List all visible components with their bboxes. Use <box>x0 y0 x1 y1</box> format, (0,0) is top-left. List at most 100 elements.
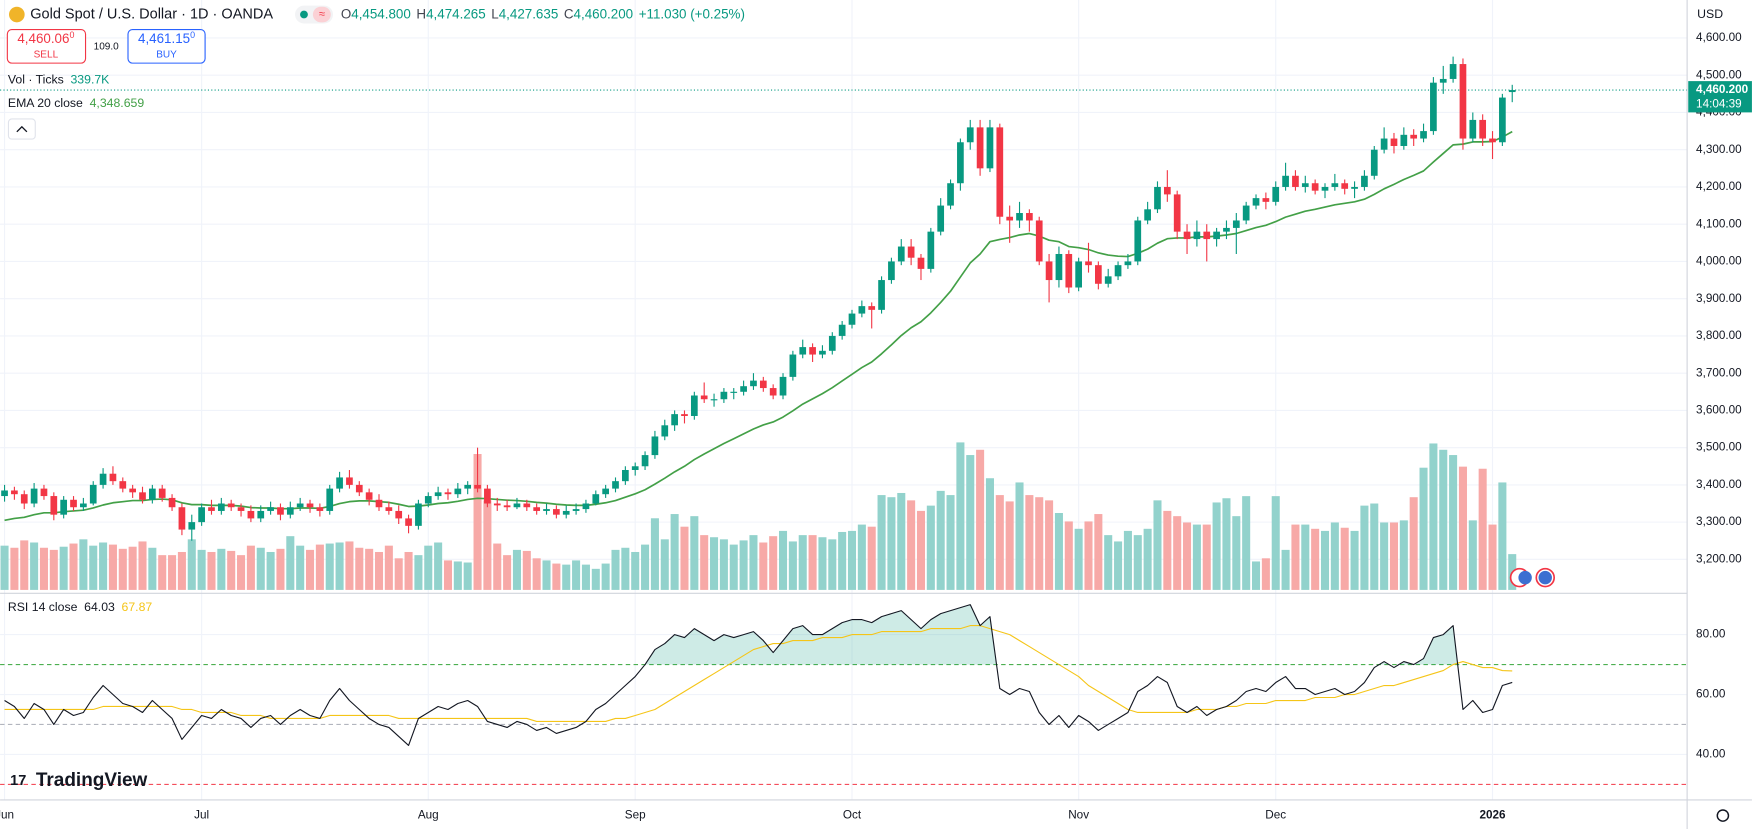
rsi-tick-label: 80.00 <box>1696 628 1726 641</box>
volume-bar <box>729 544 738 590</box>
candle-body <box>1449 64 1457 79</box>
candle-body <box>1311 183 1319 191</box>
sell-button[interactable] <box>6 29 87 64</box>
candle-body <box>20 494 28 504</box>
candle-body <box>1351 186 1358 189</box>
volume-bar <box>779 530 788 590</box>
candle-body <box>129 488 137 493</box>
volume-bar <box>1025 495 1034 590</box>
candle-body <box>641 455 649 467</box>
volume-bar <box>1419 467 1428 590</box>
symbol-logo <box>9 6 25 23</box>
volume-bar <box>1054 512 1063 590</box>
volume-bar <box>601 563 610 590</box>
candle-body <box>1508 90 1516 93</box>
volume-bar <box>897 492 906 590</box>
volume-bar <box>650 518 659 590</box>
ema-line <box>4 130 1513 522</box>
volume-bar <box>1498 482 1507 590</box>
candle-body <box>543 509 550 511</box>
currency[interactable]: USD <box>1697 7 1723 21</box>
ema-last: 4,348.659 <box>90 96 145 110</box>
settings-icon[interactable] <box>1716 809 1730 822</box>
candle-body <box>464 484 472 489</box>
candle-body <box>681 414 688 416</box>
volume-bar <box>69 543 78 590</box>
volume-bar <box>365 548 374 590</box>
volume-bar <box>641 544 650 590</box>
rsi-tick-label: 40.00 <box>1696 748 1726 761</box>
volume-bar <box>985 478 994 590</box>
candle-body <box>986 127 994 169</box>
candle-body <box>828 335 836 351</box>
y-tick-label: 4,600.00 <box>1696 31 1742 44</box>
rsi-ma-last: 67.87 <box>122 600 153 614</box>
sell-label: SELL <box>34 49 59 60</box>
candle-body <box>444 492 452 495</box>
x-tick-label: Jun <box>0 809 14 822</box>
volume-bar <box>296 545 305 590</box>
candle-body <box>434 492 442 497</box>
candle-body <box>700 395 708 400</box>
y-tick-label: 4,300.00 <box>1696 143 1742 156</box>
candle-body <box>149 488 156 500</box>
volume-bar <box>306 549 315 590</box>
candle-body <box>99 473 107 485</box>
volume-bar <box>581 564 590 590</box>
volume-bar <box>1045 500 1054 590</box>
last-price-label: 4,460.200 <box>1696 83 1749 96</box>
volume-bar <box>1301 524 1310 590</box>
candle-body <box>1252 198 1260 206</box>
volume-bar <box>187 539 196 590</box>
candle-body <box>415 503 422 526</box>
volume-bar <box>414 555 423 590</box>
x-tick-label: 2026 <box>1479 809 1506 822</box>
candle-body <box>582 503 590 510</box>
candle-body <box>868 306 876 310</box>
volume-bar <box>808 535 817 590</box>
volume-name: Vol · Ticks <box>8 73 64 87</box>
volume-bar <box>483 500 492 590</box>
volume-bar <box>1291 524 1300 590</box>
ohlc-value: 4,460.200 <box>574 6 634 21</box>
rsi-tick-label: 60.00 <box>1696 688 1726 701</box>
volume-bar <box>404 551 413 590</box>
candle-body <box>1272 186 1280 202</box>
buy-button[interactable] <box>127 29 206 64</box>
candle-body <box>188 522 196 530</box>
y-tick-label: 3,300.00 <box>1696 515 1742 528</box>
volume-bar <box>108 544 117 590</box>
buy-price-sup: 0 <box>190 30 195 40</box>
candle-body <box>720 391 728 400</box>
volume-bar <box>1370 503 1379 590</box>
candle-body <box>70 499 77 508</box>
volume-bar <box>1380 522 1389 590</box>
volume-bar <box>89 545 98 590</box>
volume-bar <box>335 542 344 590</box>
collapse-icon <box>16 125 28 133</box>
candle-body <box>651 436 659 456</box>
candle-body <box>809 347 816 355</box>
volume-bar <box>39 547 48 590</box>
y-tick-label: 4,000.00 <box>1696 255 1742 268</box>
volume-bar <box>59 546 68 590</box>
candle-body <box>326 488 334 511</box>
candle-body <box>523 503 531 508</box>
volume-bar <box>1311 528 1320 590</box>
x-tick-label: Dec <box>1265 809 1286 822</box>
candle-body <box>1095 265 1102 284</box>
candle-body <box>277 507 284 515</box>
y-tick-label: 3,700.00 <box>1696 366 1742 379</box>
spread: 109.0 <box>94 42 120 53</box>
volume-bar <box>631 551 640 590</box>
candle-body <box>208 507 215 511</box>
axes: 3,200.00 3,300.00 3,400.00 3,500.00 3,600.00… <box>0 31 1752 822</box>
volume-bar <box>700 535 709 590</box>
volume-bar <box>1064 521 1073 590</box>
collapse-button[interactable] <box>7 118 36 140</box>
candle-body <box>572 509 580 511</box>
candle-body <box>533 507 541 511</box>
candle-body <box>306 503 314 508</box>
candle-body <box>730 391 738 393</box>
volume-bar <box>1084 521 1093 590</box>
